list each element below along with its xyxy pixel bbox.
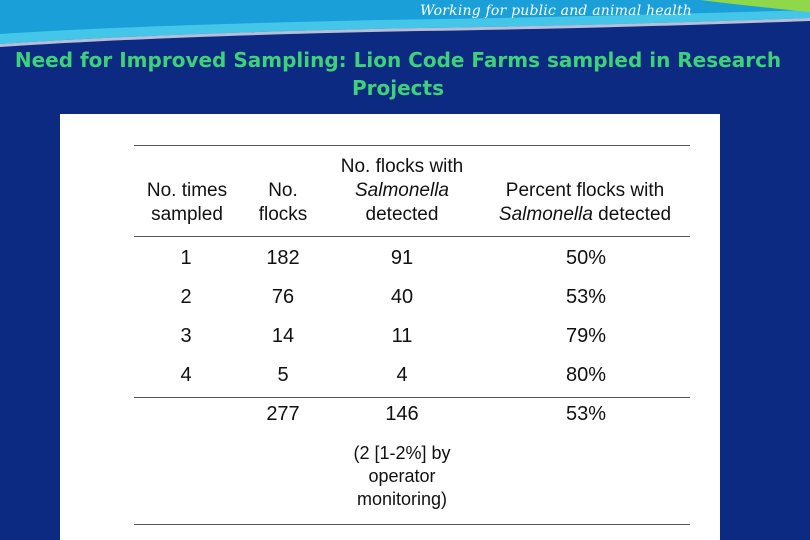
tagline: Working for public and animal health — [419, 3, 692, 19]
cell-flocks: 182 — [266, 247, 300, 269]
cell-flocks: 76 — [271, 286, 295, 308]
cell-flocks: 5 — [277, 364, 289, 386]
monitoring-note: (2 [1-2%] by operator monitoring) — [353, 443, 451, 509]
slide-title: Need for Improved Sampling: Lion Code Fa… — [14, 48, 782, 100]
col-header-flocks: No. flocks — [258, 180, 308, 225]
total-detected: 146 — [385, 403, 419, 425]
table-top-rule — [134, 145, 690, 146]
cell-detected: 40 — [390, 286, 414, 308]
cell-percent: 79% — [565, 325, 607, 347]
cell-detected: 4 — [396, 364, 408, 386]
total-percent: 53% — [565, 403, 607, 425]
col-header-flocks-salmonella: No. flocks with Salmonella detected — [340, 156, 464, 225]
cell-percent: 80% — [565, 364, 607, 386]
total-flocks: 277 — [266, 403, 300, 425]
cell-detected: 91 — [390, 247, 414, 269]
cell-times: 2 — [180, 286, 192, 308]
header-banner — [0, 0, 810, 47]
table-bottom-rule — [134, 524, 690, 525]
col-header-times-sampled: No. times sampled — [146, 180, 228, 225]
cell-times: 3 — [180, 325, 192, 347]
header-rule — [134, 236, 690, 237]
col-header-percent-salmonella: Percent flocks with Salmonella detected — [498, 180, 672, 225]
cell-times: 4 — [180, 364, 192, 386]
total-rule — [134, 397, 690, 398]
cell-detected: 11 — [391, 325, 413, 347]
cell-percent: 50% — [565, 247, 607, 269]
cell-percent: 53% — [565, 286, 607, 308]
cell-times: 1 — [180, 247, 192, 269]
table-panel: No. times sampled No. flocks No. flocks wi… — [60, 114, 720, 540]
cell-flocks: 14 — [271, 325, 295, 347]
